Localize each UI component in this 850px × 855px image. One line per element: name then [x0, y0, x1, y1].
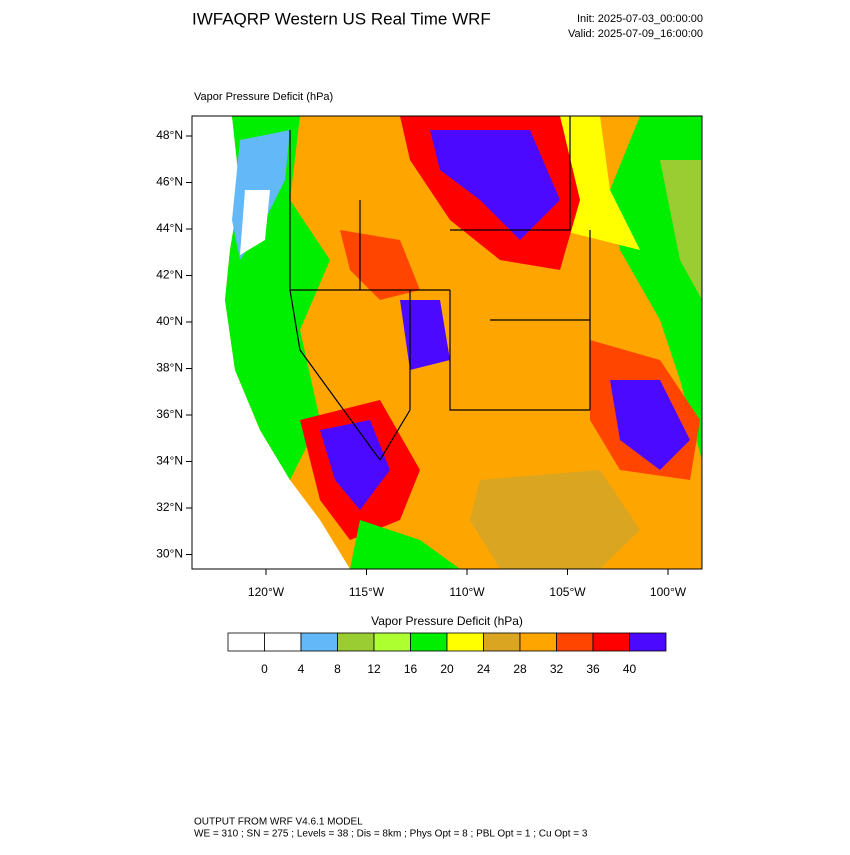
colorbar-label: 16: [404, 662, 418, 676]
lat-label: 48°N: [156, 128, 183, 142]
colorbar-box: [300, 632, 338, 652]
colorbar-label: 32: [550, 662, 564, 676]
field-label: Vapor Pressure Deficit (hPa): [194, 91, 333, 103]
lat-labels: 48°N 46°N 44°N 42°N 40°N 38°N 36°N 34°N 32°N 30°N: [156, 128, 192, 561]
colorbar-label: 28: [513, 662, 527, 676]
colorbar-box: [410, 632, 448, 652]
map-field: [192, 116, 702, 569]
lon-label: 120°W: [248, 585, 285, 599]
lon-labels: 120°W 115°W 110°W 105°W 100°W: [248, 569, 687, 599]
footer-line: OUTPUT FROM WRF V4.6.1 MODEL: [194, 817, 363, 828]
colorbar-label: 8: [334, 662, 341, 676]
lon-label: 110°W: [449, 585, 485, 599]
lat-label: 34°N: [156, 454, 183, 468]
colorbar-label: 12: [367, 662, 381, 676]
lat-label: 44°N: [156, 221, 183, 235]
lat-label: 36°N: [156, 407, 183, 421]
colorbar-box: [373, 632, 411, 652]
colorbar-box: [264, 632, 302, 652]
lat-label: 38°N: [156, 361, 183, 375]
colorbar-box: [227, 632, 265, 652]
colorbar-label: 4: [298, 662, 305, 676]
lon-label: 100°W: [650, 585, 687, 599]
colorbar-label: 0: [261, 662, 268, 676]
init-time: Init: 2025-07-03_00:00:00: [577, 13, 703, 25]
colorbar-title: Vapor Pressure Deficit (hPa): [371, 614, 523, 628]
colorbar-label: 36: [586, 662, 600, 676]
colorbar-label: 24: [477, 662, 491, 676]
title: IWFAQRP Western US Real Time WRF: [192, 9, 491, 28]
colorbar-label: 40: [623, 662, 637, 676]
colorbar-box: [592, 632, 630, 652]
map-frame: [191, 115, 703, 570]
lat-label: 46°N: [156, 175, 183, 189]
colorbar: 0 4 8 12 16 20 24 28 32 36 40: [227, 632, 667, 676]
lon-label: 115°W: [349, 585, 385, 599]
valid-time: Valid: 2025-07-09_16:00:00: [568, 28, 703, 40]
colorbar-box: [483, 632, 521, 652]
lat-label: 40°N: [156, 314, 183, 328]
lat-label: 30°N: [156, 547, 183, 561]
colorbar-box: [629, 632, 667, 652]
footer-line: WE = 310 ; SN = 275 ; Levels = 38 ; Dis …: [194, 829, 588, 840]
lat-label: 32°N: [156, 500, 183, 514]
lat-label: 42°N: [156, 268, 183, 282]
colorbar-box: [556, 632, 594, 652]
colorbar-box: [337, 632, 375, 652]
lon-label: 105°W: [549, 585, 586, 599]
colorbar-box: [519, 632, 557, 652]
colorbar-label: 20: [440, 662, 454, 676]
colorbar-box: [446, 632, 484, 652]
